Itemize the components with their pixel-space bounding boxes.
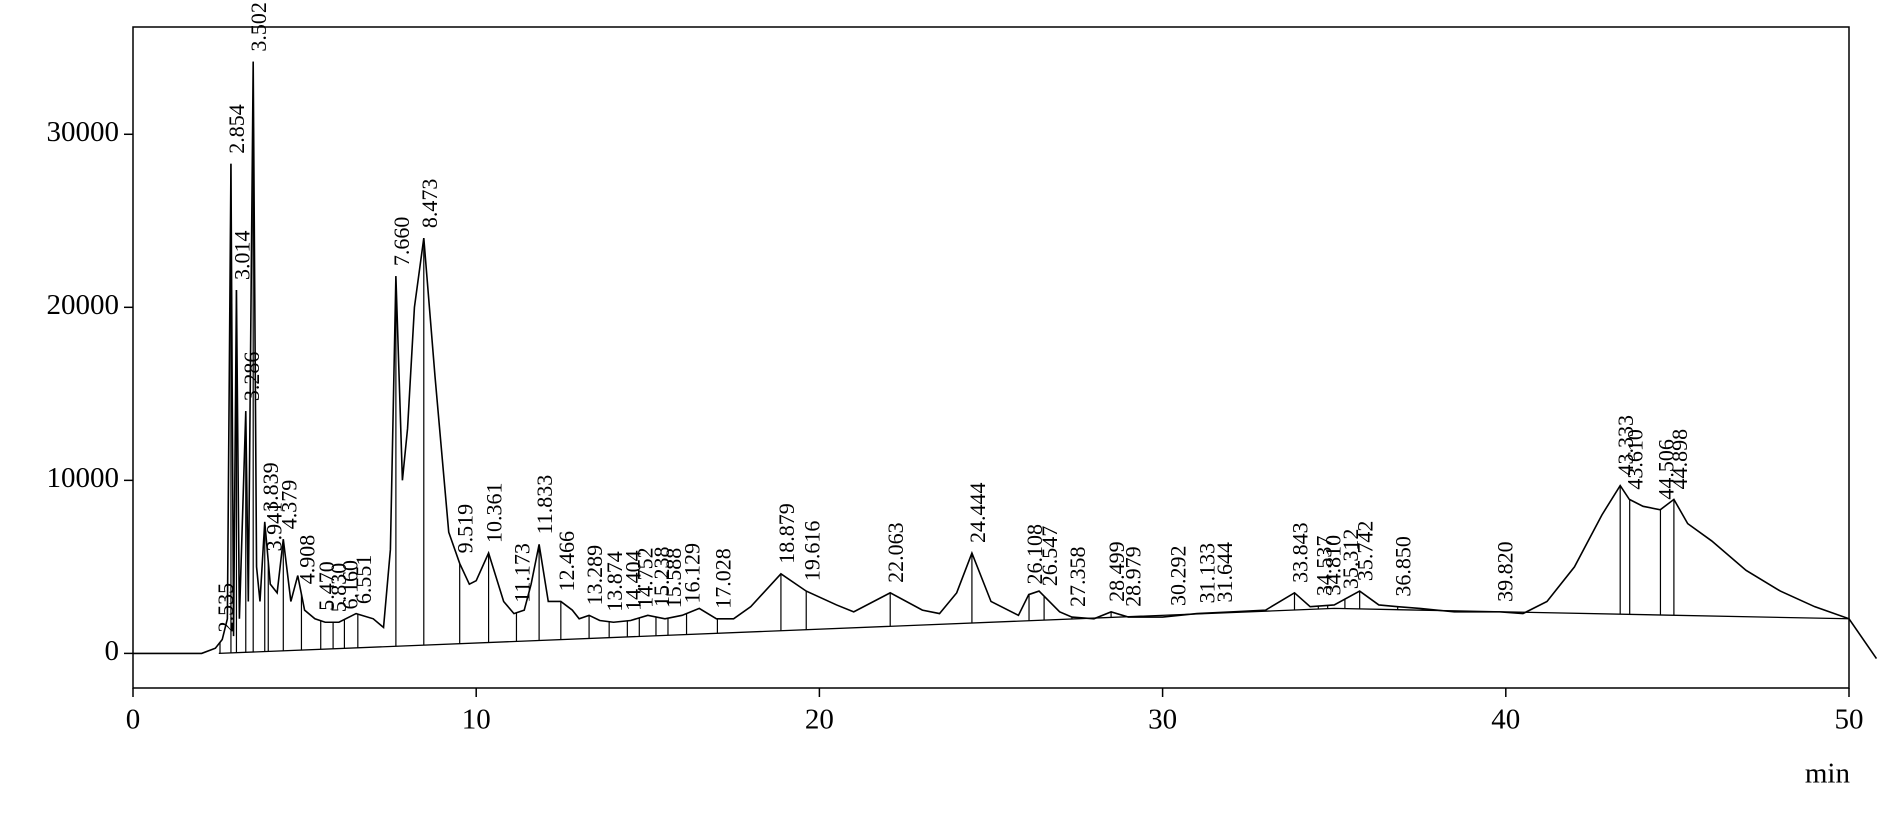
peak-label: 44.898 — [1667, 429, 1692, 490]
peak-label: 15.238 — [649, 546, 674, 607]
peak-label: 3.839 — [258, 462, 283, 512]
peak-label: 7.660 — [389, 217, 414, 267]
peak-label: 26.547 — [1037, 526, 1062, 587]
peak-label: 35.312 — [1338, 529, 1363, 590]
peak-label: 15.588 — [661, 548, 686, 609]
peak-label: 2.854 — [224, 104, 249, 154]
peak-label: 3.941 — [261, 502, 286, 552]
peak-label: 18.879 — [774, 503, 799, 564]
peak-label: 31.133 — [1195, 543, 1220, 604]
peak-label: 14.752 — [632, 547, 657, 608]
peak-label: 3.502 — [246, 2, 271, 52]
peak-label: 44.506 — [1653, 439, 1678, 500]
peak-label: 4.908 — [294, 535, 319, 585]
peak-label: 34.537 — [1311, 536, 1336, 597]
peak-label: 26.108 — [1022, 524, 1047, 585]
x-tick-label: 20 — [805, 704, 834, 736]
y-tick-label: 20000 — [47, 289, 120, 321]
plot-frame — [132, 26, 1850, 689]
peak-label: 24.444 — [965, 483, 990, 544]
peak-label: 6.551 — [351, 555, 376, 605]
x-tick-label: 30 — [1148, 704, 1177, 736]
peak-label: 4.379 — [276, 480, 301, 530]
peak-label: 33.843 — [1288, 522, 1313, 583]
peak-label: 16.129 — [680, 543, 705, 604]
peak-label: 8.473 — [417, 179, 442, 229]
peak-label: 19.616 — [799, 521, 824, 582]
peak-label: 13.289 — [582, 545, 607, 606]
peak-label: 27.358 — [1065, 547, 1090, 608]
peak-label: 14.404 — [620, 550, 645, 611]
peak-label: 5.830 — [326, 563, 351, 613]
peak-label: 28.979 — [1121, 546, 1146, 607]
peak-label: 28.499 — [1104, 541, 1129, 602]
peak-label: 6.160 — [337, 560, 362, 610]
peak-label: 2.535 — [213, 583, 238, 633]
peak-label: 22.063 — [883, 522, 908, 583]
peak-label: 11.173 — [510, 543, 535, 603]
x-tick-label: 10 — [462, 704, 491, 736]
peak-label: 9.519 — [453, 504, 478, 554]
integration-baseline — [218, 607, 1850, 655]
peak-label: 36.850 — [1391, 536, 1416, 597]
peak-label: 30.292 — [1166, 546, 1191, 607]
x-tick-label: 0 — [126, 704, 141, 736]
peak-label: 35.742 — [1353, 521, 1378, 582]
y-tick-label: 0 — [105, 635, 120, 667]
peak-label: 34.810 — [1321, 535, 1346, 596]
x-tick-label: 40 — [1491, 704, 1520, 736]
peak-label: 13.874 — [602, 551, 627, 612]
chromatogram-trace — [133, 61, 1878, 660]
peak-label: 31.644 — [1212, 542, 1237, 603]
peak-label: 43.333 — [1613, 415, 1638, 476]
y-tick-label: 30000 — [47, 116, 120, 148]
y-tick-label: 10000 — [47, 462, 120, 494]
peak-label: 5.470 — [314, 561, 339, 611]
peak-label: 10.361 — [482, 483, 507, 543]
peak-label: 12.466 — [554, 531, 579, 592]
x-tick-label: 50 — [1835, 704, 1864, 736]
peak-label: 39.820 — [1493, 541, 1518, 602]
peak-label: 43.610 — [1623, 429, 1648, 490]
peak-label: 3.014 — [229, 231, 254, 281]
peak-label: 17.028 — [710, 548, 735, 609]
x-axis-unit: min — [1805, 758, 1851, 790]
peak-label: 11.833 — [532, 475, 557, 535]
peak-label: 3.286 — [239, 352, 264, 402]
